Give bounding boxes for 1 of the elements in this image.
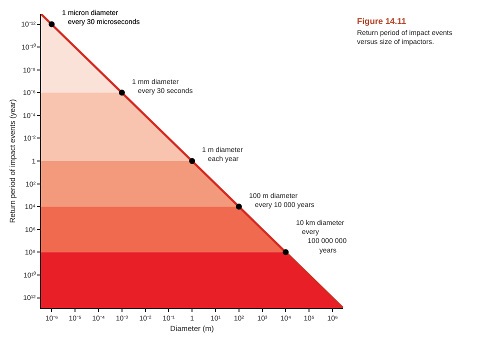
text: Figure 14.11: [357, 16, 406, 26]
